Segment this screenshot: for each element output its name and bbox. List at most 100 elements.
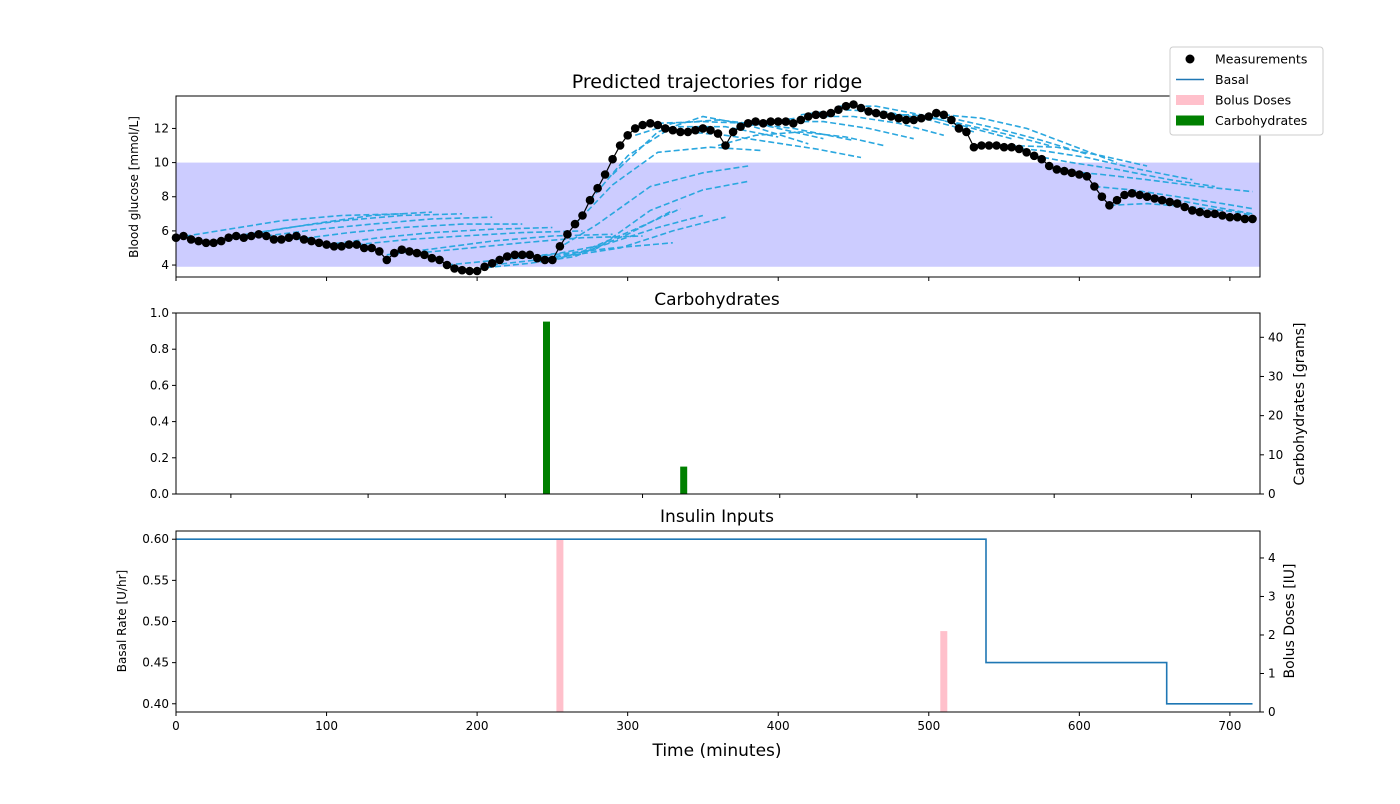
basal-rate-line [176, 538, 1253, 705]
measurement-point [269, 235, 279, 244]
measurement-point [186, 235, 196, 244]
basal-ytick-label: 0.55 [142, 573, 169, 587]
measurement-point [292, 231, 301, 241]
measurement-point [615, 141, 625, 150]
measurement-point [548, 255, 557, 265]
time-xtick-label: 700 [1218, 719, 1241, 733]
glucose-ytick-label: 4 [161, 258, 169, 272]
carbohydrates-ytick-label: 0.8 [150, 342, 169, 356]
measurement-point [1172, 199, 1182, 208]
prediction-trajectory-28 [913, 117, 1088, 155]
insulin-ylabel: Basal Rate [U/hr] [115, 570, 129, 672]
measurement-point [683, 127, 693, 137]
measurement-point [1203, 209, 1212, 219]
measurement-point [337, 242, 346, 251]
measurement-point [533, 253, 542, 263]
measurement-point [1090, 182, 1099, 191]
measurement-point [713, 129, 723, 138]
legend-label-bolus-doses: Bolus Doses [1215, 93, 1291, 108]
prediction-trajectory-31 [1004, 146, 1193, 181]
measurement-point [1150, 194, 1159, 203]
measurement-point [1135, 190, 1144, 200]
measurement-point [450, 264, 459, 273]
measurement-point [1037, 154, 1046, 164]
basal-ytick-label: 0.50 [142, 615, 169, 629]
glucose-ytick-label: 12 [154, 121, 169, 135]
measurement-point [457, 265, 467, 275]
measurement-point [307, 236, 316, 246]
measurement-point [201, 238, 211, 248]
measurement-point [194, 236, 203, 246]
measurement-point [352, 240, 362, 249]
prediction-trajectory-23 [740, 120, 914, 140]
carbohydrates-y2tick-label: 40 [1268, 330, 1283, 344]
measurement-point [924, 112, 934, 121]
prediction-trajectory-14 [552, 180, 749, 261]
measurement-point [721, 141, 730, 150]
measurement-point [1014, 144, 1024, 154]
measurement-point [555, 242, 565, 251]
measurement-point [329, 242, 339, 251]
measurement-point [435, 255, 444, 265]
measurement-point [939, 110, 949, 120]
measurement-point [909, 115, 918, 125]
bolus-dose-bar [940, 631, 948, 712]
carbohydrate-bar [543, 321, 550, 494]
measurement-point [1195, 207, 1205, 217]
bolus-dose-bar [556, 538, 564, 712]
measurement-point [179, 231, 188, 241]
measurement-point [375, 247, 384, 256]
measurement-point [231, 231, 241, 241]
measurement-point [901, 115, 911, 125]
measurement-point [585, 195, 595, 205]
legend-label-carbohydrates: Carbohydrates [1215, 113, 1307, 128]
measurement-point [502, 252, 512, 261]
time-xtick-label: 300 [616, 719, 639, 733]
glucose-panel: Predicted trajectories for ridge 4 6 8 10 12… [127, 71, 1261, 281]
carbohydrates-ytick-label: 0.0 [150, 487, 169, 501]
basal-ytick-label: 0.60 [142, 532, 169, 546]
measurement-point [1097, 192, 1107, 201]
measurement-point [804, 112, 813, 121]
measurement-point [728, 127, 738, 137]
measurement-point [442, 260, 452, 270]
measurement-point [209, 238, 218, 248]
measurement-point [1248, 214, 1257, 224]
measurement-point [1120, 190, 1129, 200]
measurement-point [570, 219, 580, 229]
measurement-point [600, 170, 610, 179]
time-xtick-label: 400 [767, 719, 790, 733]
measurement-point [962, 127, 971, 137]
measurement-point [1082, 172, 1092, 181]
glucose-ylabel: Blood glucose [mmol/L] [127, 116, 141, 258]
measurement-point [1022, 148, 1031, 157]
measurement-point [864, 107, 873, 116]
bolus-y2tick-label: 2 [1268, 628, 1276, 642]
measurement-point [1165, 197, 1174, 207]
carbohydrates-axes-frame [175, 312, 1261, 495]
measurement-point [412, 248, 422, 258]
measurement-point [736, 122, 745, 131]
measurement-point [751, 117, 760, 126]
prediction-trajectory-27 [876, 114, 1050, 147]
carbohydrates-y2tick-label: 0 [1268, 487, 1276, 501]
measurement-point [216, 236, 226, 246]
measurement-point [886, 112, 896, 121]
measurement-point [224, 233, 233, 242]
glucose-ytick-label: 10 [154, 156, 169, 170]
measurement-point [992, 141, 1001, 150]
measurement-point [247, 231, 256, 241]
measurement-point [1105, 201, 1114, 210]
measurement-point [359, 243, 369, 253]
time-xtick-label: 500 [917, 719, 940, 733]
measurement-point [766, 117, 775, 126]
measurement-point [487, 259, 497, 268]
measurement-point [1240, 214, 1250, 224]
measurement-point [856, 103, 866, 113]
time-xtick-label: 200 [466, 719, 489, 733]
measurement-point [1052, 165, 1062, 174]
carbohydrates-y2tick-label: 20 [1268, 409, 1283, 423]
measurement-point [254, 230, 264, 239]
measurement-point [984, 141, 994, 150]
measurement-point [518, 250, 527, 260]
